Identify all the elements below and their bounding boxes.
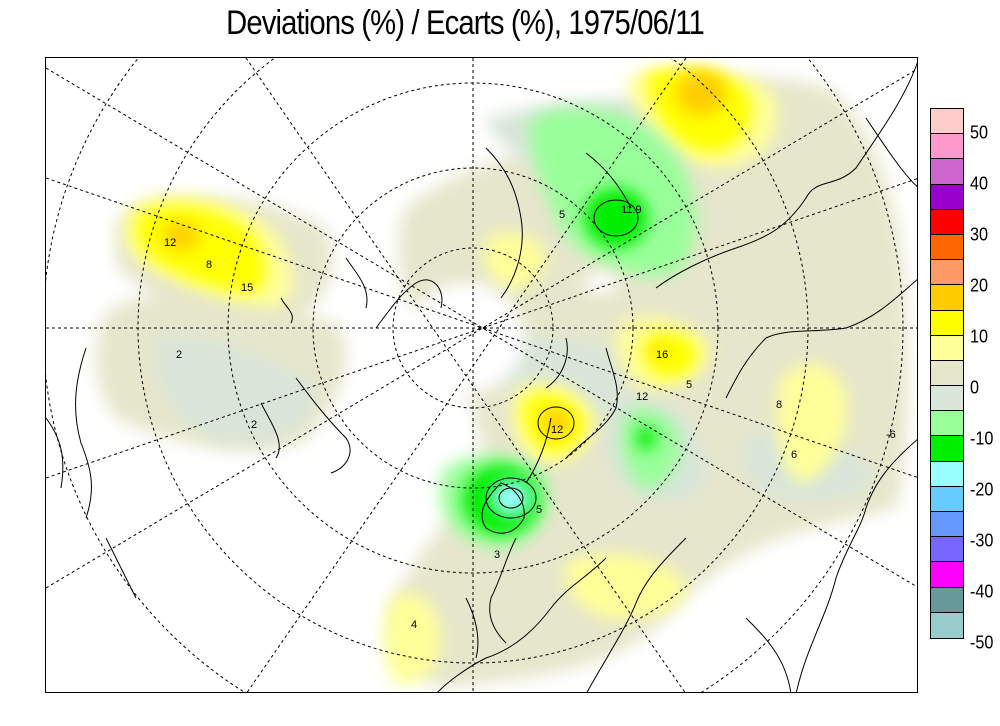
contour-label: 8: [776, 399, 782, 411]
legend-swatch: [931, 486, 963, 512]
contour-label: 5: [686, 379, 692, 391]
legend-label: -40: [970, 581, 994, 602]
contour-label: 16: [656, 349, 668, 361]
color-scale-legend: [930, 108, 964, 639]
contour-label: 3: [494, 549, 500, 561]
contour-label: 6: [791, 449, 797, 461]
legend-label: 0: [970, 377, 980, 398]
legend-swatch: [931, 335, 963, 361]
legend-swatch: [931, 436, 963, 462]
contour-label: 5: [536, 504, 542, 516]
contour-label: 8: [206, 259, 212, 271]
legend-swatch: [931, 209, 963, 235]
deviation-map: 12 8 15 2 2 5 11.9 16 12 5 12 8 6 -6 3 5…: [45, 57, 918, 693]
legend-swatch: [931, 159, 963, 185]
anomaly-field-strong-negative: [491, 480, 531, 516]
legend-label: -30: [970, 530, 994, 551]
legend-label: 50: [970, 122, 989, 143]
contour-label: 2: [251, 419, 257, 431]
contour-lines: [485, 199, 639, 519]
contour-label: 11.9: [621, 204, 642, 216]
legend-swatch: [931, 411, 963, 437]
contour-label: 15: [241, 282, 253, 294]
legend-label: -10: [970, 428, 994, 449]
contour-label: 5: [559, 209, 565, 221]
legend-label: 10: [970, 326, 989, 347]
contour-label: -6: [886, 429, 896, 441]
legend-swatch: [931, 612, 963, 638]
legend-label: 20: [970, 275, 989, 296]
legend-swatch: [931, 562, 963, 588]
legend-swatch: [931, 184, 963, 210]
legend-swatch: [931, 134, 963, 160]
legend-swatch: [931, 461, 963, 487]
contour-label: 4: [411, 619, 417, 631]
legend-label: -50: [970, 632, 994, 653]
legend-label: 30: [970, 224, 989, 245]
legend-swatch: [931, 386, 963, 412]
contour-label: 12: [551, 424, 563, 436]
contour-label: 12: [636, 391, 648, 403]
contour-label: 12: [164, 237, 176, 249]
legend-swatch: [931, 360, 963, 387]
legend-label: -20: [970, 479, 994, 500]
contour-label: 2: [176, 349, 182, 361]
contour-labels: 12 8 15 2 2 5 11.9 16 12 5 12 8 6 -6 3 5…: [164, 204, 896, 631]
legend-swatch: [931, 234, 963, 261]
graticule: [46, 58, 917, 692]
legend-swatch: [931, 537, 963, 563]
coastlines: [46, 62, 917, 692]
legend-swatch: [931, 310, 963, 336]
legend-swatch: [931, 587, 963, 613]
map-canvas: 12 8 15 2 2 5 11.9 16 12 5 12 8 6 -6 3 5…: [46, 58, 917, 692]
map-title: Deviations (%) / Ecarts (%), 1975/06/11: [226, 4, 705, 42]
legend-swatch: [931, 285, 963, 311]
legend-swatch: [931, 109, 963, 135]
legend-label: 40: [970, 173, 989, 194]
legend-swatch: [931, 512, 963, 538]
legend-swatch: [931, 260, 963, 286]
